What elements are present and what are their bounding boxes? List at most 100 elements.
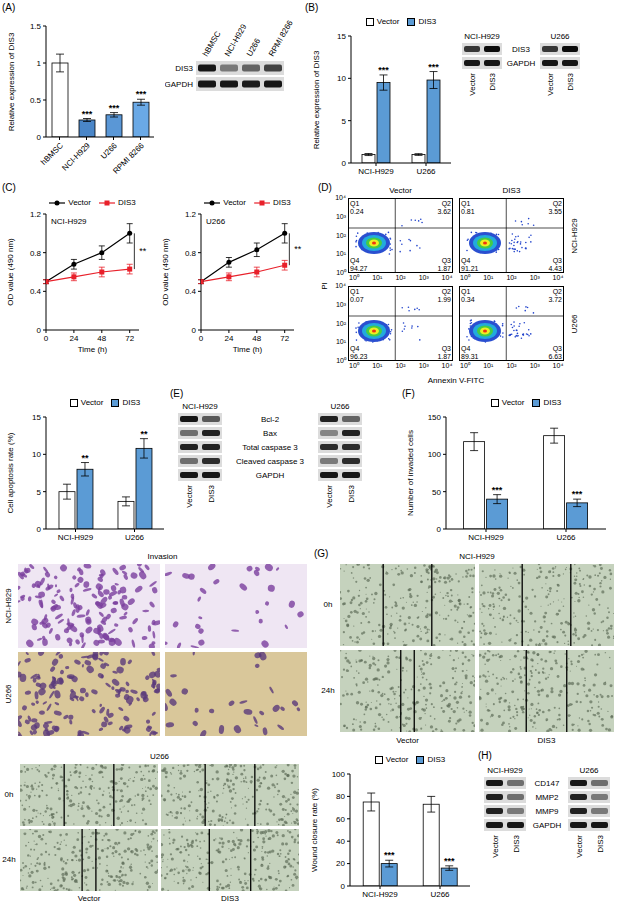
svg-text:Q494.27: Q494.27 bbox=[350, 257, 368, 272]
svg-text:0.8: 0.8 bbox=[30, 249, 42, 258]
svg-text:48: 48 bbox=[97, 334, 106, 343]
svg-text:10: 10 bbox=[337, 74, 346, 83]
svg-text:1: 1 bbox=[37, 59, 42, 68]
svg-text:Q491.21: Q491.21 bbox=[461, 257, 479, 272]
svg-text:Q10.34: Q10.34 bbox=[461, 288, 475, 303]
svg-text:Vector: Vector bbox=[575, 835, 584, 858]
svg-text:1.2: 1.2 bbox=[185, 210, 197, 219]
svg-text:24: 24 bbox=[69, 334, 78, 343]
svg-text:NCI-H929: NCI-H929 bbox=[58, 533, 94, 542]
svg-text:Q34.43: Q34.43 bbox=[548, 257, 562, 272]
svg-text:***: *** bbox=[384, 850, 395, 860]
svg-text:1.5: 1.5 bbox=[30, 22, 42, 31]
svg-text:10: 10 bbox=[32, 450, 41, 459]
svg-text:U266: U266 bbox=[579, 766, 599, 775]
svg-text:72: 72 bbox=[125, 334, 134, 343]
svg-text:RPMI 8266: RPMI 8266 bbox=[111, 141, 146, 176]
svg-text:MMP2: MMP2 bbox=[535, 793, 559, 802]
svg-text:U266: U266 bbox=[416, 167, 436, 176]
svg-text:U266: U266 bbox=[556, 533, 576, 542]
svg-text:***: *** bbox=[136, 89, 147, 99]
svg-text:GAPDH: GAPDH bbox=[165, 80, 193, 89]
svg-text:***: *** bbox=[444, 856, 455, 866]
svg-text:Vector: Vector bbox=[468, 73, 477, 96]
svg-text:DIS3: DIS3 bbox=[175, 64, 193, 73]
svg-text:***: *** bbox=[378, 65, 389, 75]
svg-text:NCI-H929: NCI-H929 bbox=[60, 141, 92, 173]
svg-text:Q23.72: Q23.72 bbox=[548, 288, 562, 303]
svg-text:**: ** bbox=[81, 453, 89, 463]
svg-text:Q36.63: Q36.63 bbox=[548, 345, 562, 360]
svg-text:**: ** bbox=[139, 246, 147, 256]
svg-text:Cleaved caspase 3: Cleaved caspase 3 bbox=[236, 457, 305, 466]
svg-text:0: 0 bbox=[37, 326, 42, 335]
svg-text:Bcl-2: Bcl-2 bbox=[261, 415, 280, 424]
svg-text:***: *** bbox=[109, 103, 120, 113]
svg-text:50: 50 bbox=[432, 488, 441, 497]
svg-text:NCI-H929: NCI-H929 bbox=[468, 533, 504, 542]
svg-text:0: 0 bbox=[437, 525, 442, 534]
svg-text:Q31.87: Q31.87 bbox=[437, 257, 451, 272]
svg-text:Vector: Vector bbox=[325, 485, 334, 508]
svg-text:Q31.87: Q31.87 bbox=[437, 345, 451, 360]
svg-text:***: *** bbox=[428, 62, 439, 72]
svg-text:Q10.07: Q10.07 bbox=[350, 288, 364, 303]
svg-text:hBMSC: hBMSC bbox=[39, 141, 65, 167]
svg-text:U266: U266 bbox=[99, 141, 119, 161]
svg-text:DIS3: DIS3 bbox=[347, 484, 356, 502]
svg-text:DIS3: DIS3 bbox=[566, 72, 575, 90]
svg-text:***: *** bbox=[572, 489, 583, 499]
svg-text:Q10.81: Q10.81 bbox=[461, 200, 475, 215]
svg-text:Q489.31: Q489.31 bbox=[461, 345, 479, 360]
svg-text:**: ** bbox=[294, 244, 302, 254]
svg-text:NCI-H929: NCI-H929 bbox=[358, 167, 394, 176]
svg-text:Total caspase 3: Total caspase 3 bbox=[242, 443, 298, 452]
svg-text:0: 0 bbox=[341, 882, 346, 891]
svg-text:Vector: Vector bbox=[546, 73, 555, 96]
svg-text:100: 100 bbox=[332, 770, 346, 779]
svg-text:DIS3: DIS3 bbox=[512, 834, 521, 852]
svg-text:60: 60 bbox=[336, 815, 345, 824]
svg-text:0: 0 bbox=[192, 326, 197, 335]
svg-text:RPMI 8266: RPMI 8266 bbox=[267, 18, 295, 58]
svg-text:100: 100 bbox=[428, 450, 442, 459]
svg-text:U266: U266 bbox=[125, 533, 145, 542]
svg-text:72: 72 bbox=[280, 334, 289, 343]
svg-text:5: 5 bbox=[37, 488, 42, 497]
svg-text:***: *** bbox=[82, 109, 93, 119]
svg-text:Q21.99: Q21.99 bbox=[437, 288, 451, 303]
svg-text:1.2: 1.2 bbox=[30, 210, 42, 219]
svg-text:NCI-H929: NCI-H929 bbox=[487, 766, 523, 775]
svg-text:Q496.23: Q496.23 bbox=[350, 345, 368, 360]
svg-text:0: 0 bbox=[342, 159, 347, 168]
svg-text:5: 5 bbox=[342, 117, 347, 126]
svg-text:0.4: 0.4 bbox=[185, 287, 197, 296]
svg-text:0: 0 bbox=[37, 133, 42, 142]
svg-text:0: 0 bbox=[199, 334, 204, 343]
svg-text:0: 0 bbox=[37, 525, 42, 534]
svg-text:DIS3: DIS3 bbox=[207, 484, 216, 502]
svg-text:Q23.55: Q23.55 bbox=[548, 200, 562, 215]
svg-text:20: 20 bbox=[336, 859, 345, 868]
svg-text:Vector: Vector bbox=[491, 835, 500, 858]
svg-text:DIS3: DIS3 bbox=[512, 45, 530, 54]
svg-text:GAPDH: GAPDH bbox=[533, 821, 562, 830]
svg-text:0.8: 0.8 bbox=[185, 249, 197, 258]
svg-text:GAPDH: GAPDH bbox=[507, 59, 536, 68]
svg-text:**: ** bbox=[140, 429, 148, 439]
svg-text:CD147: CD147 bbox=[535, 779, 560, 788]
svg-text:MMP9: MMP9 bbox=[535, 807, 559, 816]
svg-text:0.5: 0.5 bbox=[30, 96, 42, 105]
svg-text:NCI-H929: NCI-H929 bbox=[362, 890, 398, 899]
svg-text:150: 150 bbox=[428, 413, 442, 422]
svg-text:0: 0 bbox=[44, 334, 49, 343]
svg-text:24: 24 bbox=[224, 334, 233, 343]
svg-text:40: 40 bbox=[336, 837, 345, 846]
svg-text:15: 15 bbox=[337, 32, 346, 41]
svg-text:48: 48 bbox=[252, 334, 261, 343]
svg-text:NCI-H929: NCI-H929 bbox=[182, 402, 218, 411]
svg-text:GAPDH: GAPDH bbox=[256, 471, 285, 480]
svg-text:***: *** bbox=[492, 485, 503, 495]
svg-text:U266: U266 bbox=[430, 890, 450, 899]
svg-text:Q10.24: Q10.24 bbox=[350, 200, 364, 215]
